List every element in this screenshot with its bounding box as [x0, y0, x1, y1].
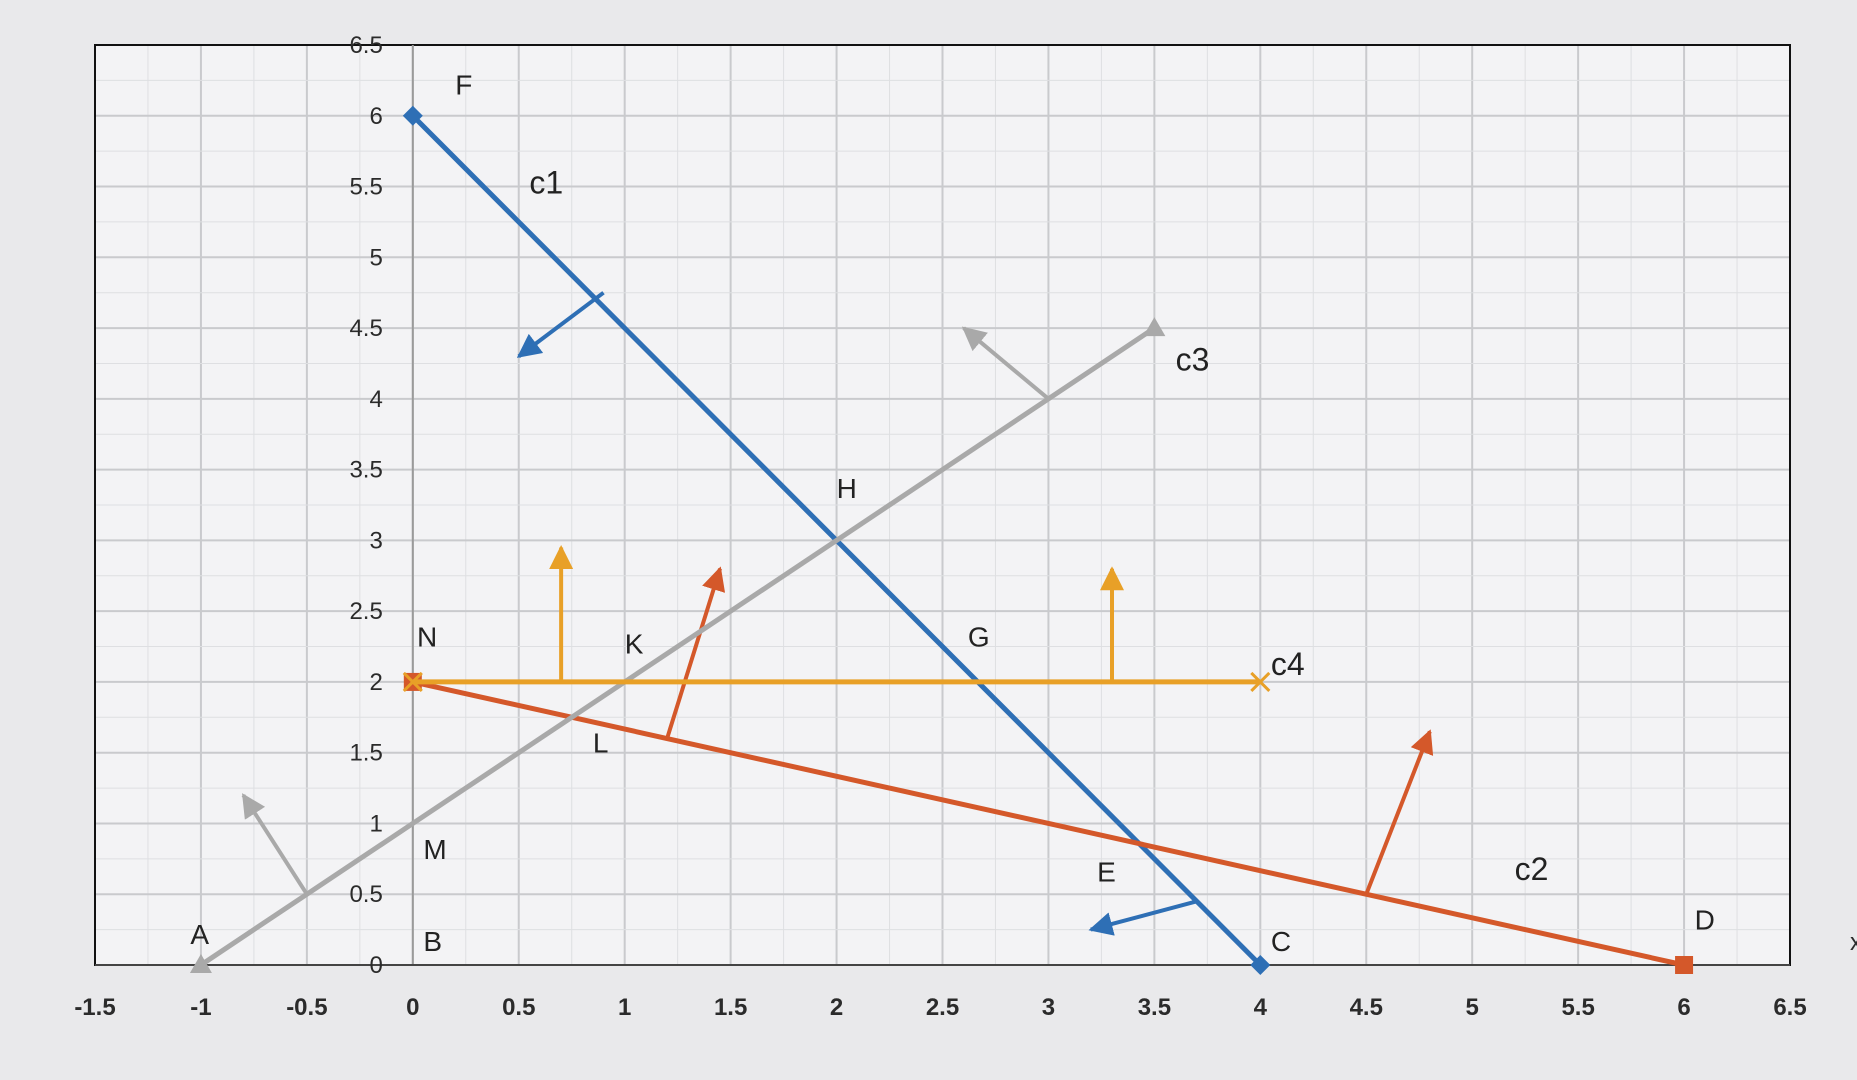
data-marker-c1: [1250, 955, 1271, 975]
series-label-c4: c4: [1271, 646, 1305, 682]
point-label-B: B: [423, 926, 442, 957]
y-tick-label: 5.5: [349, 174, 382, 201]
y-tick-label: 4: [369, 386, 382, 413]
series-line-c2: [412, 679, 1685, 968]
point-label-A: A: [190, 919, 209, 950]
point-label-L: L: [593, 728, 609, 759]
x-tick-label: 0.5: [502, 994, 535, 1021]
point-label-E: E: [1097, 856, 1116, 887]
series-c3: c3: [189, 317, 1210, 973]
x-axis-letter: x: [1850, 929, 1857, 956]
series-c2: c2: [403, 566, 1694, 974]
data-marker-c4: [1250, 671, 1271, 692]
x-tick-label: 2.5: [926, 994, 959, 1021]
x-tick-label: 0: [406, 994, 419, 1021]
data-marker-c3: [189, 954, 212, 973]
x-tick-label: 6: [1677, 994, 1690, 1021]
point-label-G: G: [968, 622, 990, 653]
y-tick-label: 2: [369, 669, 382, 696]
point-label-K: K: [625, 629, 644, 660]
x-tick-label: 5.5: [1561, 994, 1594, 1021]
normal-arrow-c3: [961, 326, 1050, 401]
x-tick-label: 4: [1254, 994, 1268, 1021]
y-tick-label: 3: [369, 527, 382, 554]
x-tick-label: 1.5: [714, 994, 747, 1021]
data-marker-c4: [402, 671, 423, 692]
x-tick-label: 5: [1466, 994, 1479, 1021]
data-marker-c1: [402, 105, 423, 126]
data-marker-c3: [1143, 317, 1166, 337]
series-label-c1: c1: [529, 165, 563, 201]
tick-labels: -1.5 -1 -0.5 0 0.5 1 1.5 2 2.5 3 3.5 4 4.5 5 5.5 6 6.5 0 0…: [74, 32, 1857, 1021]
point-label-F: F: [455, 70, 472, 101]
series-c4: c4: [402, 545, 1305, 692]
y-tick-label: 6.5: [349, 32, 382, 59]
data-marker-c2: [1675, 956, 1694, 974]
series-layer: c1 c2 c3 c4: [189, 105, 1694, 975]
y-tick-label: 0.5: [349, 881, 382, 908]
normal-arrow-c2: [1364, 729, 1434, 895]
point-label-M: M: [423, 834, 446, 865]
y-tick-label: 5: [369, 244, 382, 271]
x-tick-label: 3.5: [1138, 994, 1171, 1021]
x-tick-label: 2: [830, 994, 843, 1021]
x-tick-label: -1: [190, 994, 211, 1021]
normal-arrow-c1: [516, 291, 605, 358]
y-tick-label: 3.5: [349, 457, 382, 484]
point-labels: A B C D E F G H K L M N: [190, 70, 1715, 957]
point-label-N: N: [417, 622, 437, 653]
point-label-C: C: [1271, 926, 1291, 957]
normal-arrow-c3: [241, 793, 309, 896]
series-label-c2: c2: [1515, 851, 1549, 887]
y-tick-label: 4.5: [349, 315, 382, 342]
plot-frame: [94, 44, 1791, 966]
x-tick-label: 4.5: [1350, 994, 1383, 1021]
point-label-D: D: [1695, 905, 1715, 936]
point-label-H: H: [837, 473, 857, 504]
normal-arrow-c1: [1088, 899, 1198, 936]
y-tick-label: 6: [369, 103, 382, 130]
x-tick-label: -1.5: [74, 994, 115, 1021]
x-tick-label: 1: [618, 994, 631, 1021]
series-line-c3: [199, 325, 1156, 968]
y-tick-label: 0: [369, 952, 382, 979]
x-tick-label: 6.5: [1773, 994, 1806, 1021]
y-tick-label: 1.5: [349, 740, 382, 767]
x-tick-label: -0.5: [286, 994, 327, 1021]
x-tick-label: 3: [1042, 994, 1055, 1021]
y-tick-label: 1: [369, 810, 382, 837]
normal-arrow-c2: [665, 566, 726, 740]
series-label-c3: c3: [1176, 342, 1210, 378]
y-tick-label: 2.5: [349, 598, 382, 625]
